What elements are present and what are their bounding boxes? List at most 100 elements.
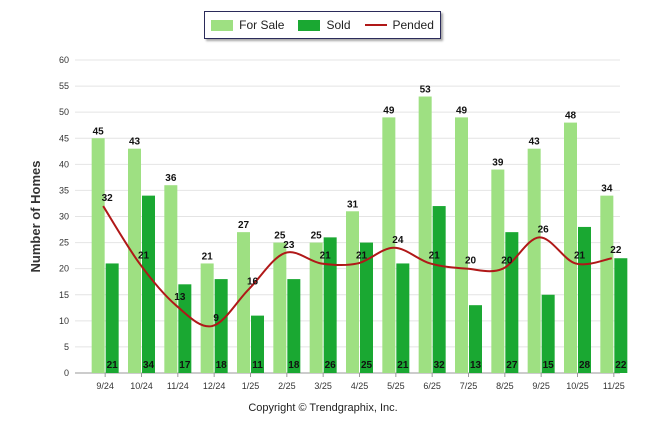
line-pended: [102, 205, 613, 328]
data-label-pended: 13: [174, 292, 186, 303]
bar-sold: [214, 279, 228, 373]
data-label-sold: 15: [543, 360, 555, 371]
legend-label-pended: Pended: [392, 18, 434, 32]
data-label-for-sale: 39: [492, 158, 504, 169]
data-label-for-sale: 27: [238, 220, 250, 231]
bar-sold: [469, 305, 482, 373]
x-tick-label: 2/25: [278, 381, 296, 391]
data-label-pended: 20: [501, 256, 513, 267]
y-tick-label: 45: [59, 133, 69, 143]
bar-for-sale: [91, 138, 105, 373]
data-label-pended: 21: [138, 250, 150, 261]
bar-for-sale: [564, 122, 577, 373]
x-tick-label: 10/25: [566, 381, 589, 391]
legend-swatch-for-sale: [211, 19, 234, 31]
data-label-pended: 21: [574, 250, 586, 261]
x-tick-label: 4/25: [351, 381, 369, 391]
y-axis-label: Number of Homes: [28, 161, 43, 273]
data-label-sold: 22: [615, 360, 627, 371]
bar-for-sale: [418, 96, 432, 374]
data-label-sold: 27: [506, 360, 518, 371]
data-label-sold: 18: [288, 360, 300, 371]
data-label-pended: 21: [356, 250, 368, 261]
legend-item-for-sale[interactable]: For Sale: [211, 18, 284, 32]
data-label-sold: 25: [361, 360, 373, 371]
bar-for-sale: [164, 185, 178, 373]
bar-for-sale: [527, 148, 541, 373]
bar-for-sale: [346, 211, 359, 373]
x-tick-label: 11/24: [167, 381, 189, 391]
data-label-pended: 20: [465, 256, 477, 267]
y-tick-label: 20: [59, 264, 69, 274]
copyright-footer: Copyright © Trendgraphix, Inc.: [248, 402, 398, 414]
data-label-for-sale: 53: [420, 85, 432, 96]
y-tick-label: 50: [59, 107, 69, 117]
y-tick-label: 60: [59, 55, 69, 65]
x-tick-label: 9/25: [532, 381, 550, 391]
data-label-pended: 21: [429, 250, 441, 261]
data-label-for-sale: 49: [456, 105, 468, 116]
data-label-for-sale: 43: [129, 137, 141, 148]
y-tick-label: 55: [59, 81, 69, 91]
bar-sold: [105, 263, 119, 373]
x-tick-label: 12/24: [203, 381, 226, 391]
data-label-for-sale: 45: [93, 126, 105, 137]
data-label-for-sale: 21: [202, 251, 214, 262]
data-label-pended: 16: [247, 277, 259, 288]
bar-for-sale: [200, 263, 214, 373]
x-tick-label: 11/25: [603, 381, 625, 391]
x-tick-label: 3/25: [314, 381, 332, 391]
legend-label-sold: Sold: [326, 18, 351, 32]
data-label-sold: 13: [470, 360, 482, 371]
data-label-sold: 26: [325, 360, 337, 371]
data-label-for-sale: 48: [565, 111, 577, 122]
bar-sold: [578, 226, 591, 373]
y-tick-label: 10: [59, 316, 69, 326]
data-label-pended: 24: [392, 235, 404, 246]
legend-item-pended[interactable]: Pended: [364, 18, 434, 32]
y-tick-label: 15: [59, 290, 69, 300]
y-tick-label: 0: [64, 368, 69, 378]
y-tick-label: 25: [59, 238, 69, 248]
data-label-pended: 9: [213, 313, 219, 324]
data-label-for-sale: 43: [529, 137, 541, 148]
data-label-for-sale: 34: [601, 184, 613, 195]
bar-for-sale: [600, 195, 614, 373]
bar-sold: [251, 315, 264, 373]
data-label-for-sale: 31: [347, 199, 359, 210]
bar-sold: [396, 263, 410, 373]
chart-legend: For Sale Sold Pended: [204, 11, 441, 39]
y-tick-label: 35: [59, 185, 69, 195]
bar-sold: [287, 279, 301, 373]
bar-sold: [541, 294, 555, 373]
legend-swatch-sold: [298, 19, 321, 31]
legend-item-sold[interactable]: Sold: [298, 18, 351, 32]
data-label-for-sale: 49: [383, 105, 395, 116]
legend-swatch-pended: [364, 24, 387, 26]
data-label-sold: 28: [579, 360, 591, 371]
x-tick-label: 8/25: [496, 381, 514, 391]
x-tick-label: 5/25: [387, 381, 405, 391]
data-label-for-sale: 25: [311, 231, 323, 242]
bar-sold: [614, 258, 628, 373]
data-label-sold: 21: [107, 360, 119, 371]
data-label-pended: 32: [102, 193, 114, 204]
x-tick-label: 10/24: [130, 381, 153, 391]
bar-for-sale: [309, 242, 323, 373]
x-tick-label: 6/25: [423, 381, 441, 391]
data-label-sold: 17: [179, 360, 191, 371]
bar-sold: [178, 284, 192, 373]
y-tick-label: 40: [59, 159, 69, 169]
bar-for-sale: [455, 117, 468, 373]
bar-sold: [142, 195, 155, 373]
data-label-pended: 23: [283, 240, 295, 251]
data-label-for-sale: 36: [165, 173, 177, 184]
bar-for-sale: [273, 242, 287, 373]
data-label-sold: 11: [252, 360, 263, 371]
x-tick-label: 7/25: [460, 381, 478, 391]
data-label-sold: 34: [143, 360, 155, 371]
data-label-pended: 22: [610, 245, 622, 256]
bar-for-sale: [128, 148, 141, 373]
x-tick-label: 1/25: [242, 381, 260, 391]
